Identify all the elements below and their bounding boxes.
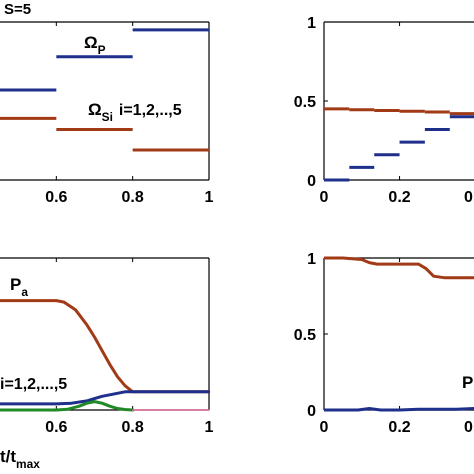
x-tick-label: 0.8 xyxy=(122,419,144,436)
annotation-omega-si: ΩSi i=1,2,..,5 xyxy=(88,100,182,124)
x-tick-label: 0.6 xyxy=(45,419,67,436)
axes-frame xyxy=(323,257,474,411)
annotation-p-right: P xyxy=(462,373,473,392)
x-tick-label: 0.4 xyxy=(464,419,474,436)
annotation-p-a: Pa xyxy=(10,275,28,299)
x-tick-label: 1 xyxy=(205,189,214,206)
axes-frame xyxy=(323,21,474,181)
y-tick-label: 1 xyxy=(307,15,316,32)
x-tick-label: 0.6 xyxy=(45,189,67,206)
panel-bottom-right: 0 0.2 0.4 0 0.5 1 P xyxy=(294,251,474,436)
series-red-line xyxy=(324,256,474,280)
panel-top-right: 0 0.2 0.4 0 0.5 1 xyxy=(294,15,474,206)
panel-bottom-left: 0.6 0.8 1 Pa i=1,2,...,5 t/tmax xyxy=(0,257,214,471)
axes-frame xyxy=(0,21,210,181)
plot-area xyxy=(0,28,209,152)
y-tick-label: 0 xyxy=(307,173,316,190)
series-blue-line xyxy=(0,390,210,406)
x-tick-label: 0.8 xyxy=(122,189,144,206)
series-blue-line xyxy=(324,407,474,412)
annotation-i-range: i=1,2,...,5 xyxy=(0,376,67,393)
y-tick-label: 1 xyxy=(307,251,316,268)
x-tick-label: 0.2 xyxy=(388,189,410,206)
x-tick-label: 0 xyxy=(320,419,329,436)
annotation-omega-p: ΩP xyxy=(84,33,106,57)
series-green-line xyxy=(0,400,135,412)
y-tick-label: 0.5 xyxy=(294,94,316,111)
plot-area xyxy=(324,107,474,182)
x-axis-label: t/tmax xyxy=(0,447,40,471)
plot-area xyxy=(324,256,474,412)
x-tick-label: 0.4 xyxy=(464,189,474,206)
panel-top-left: 0.6 0.8 1 S=5 ΩP ΩSi i=1,2,..,5 xyxy=(0,1,214,206)
plot-area xyxy=(0,299,210,412)
y-tick-label: 0 xyxy=(307,403,316,420)
annotation-s5: S=5 xyxy=(4,1,31,18)
x-tick-label: 0.2 xyxy=(388,419,410,436)
y-tick-label: 0.5 xyxy=(294,327,316,344)
x-tick-label: 0 xyxy=(320,189,329,206)
x-tick-label: 1 xyxy=(205,419,214,436)
